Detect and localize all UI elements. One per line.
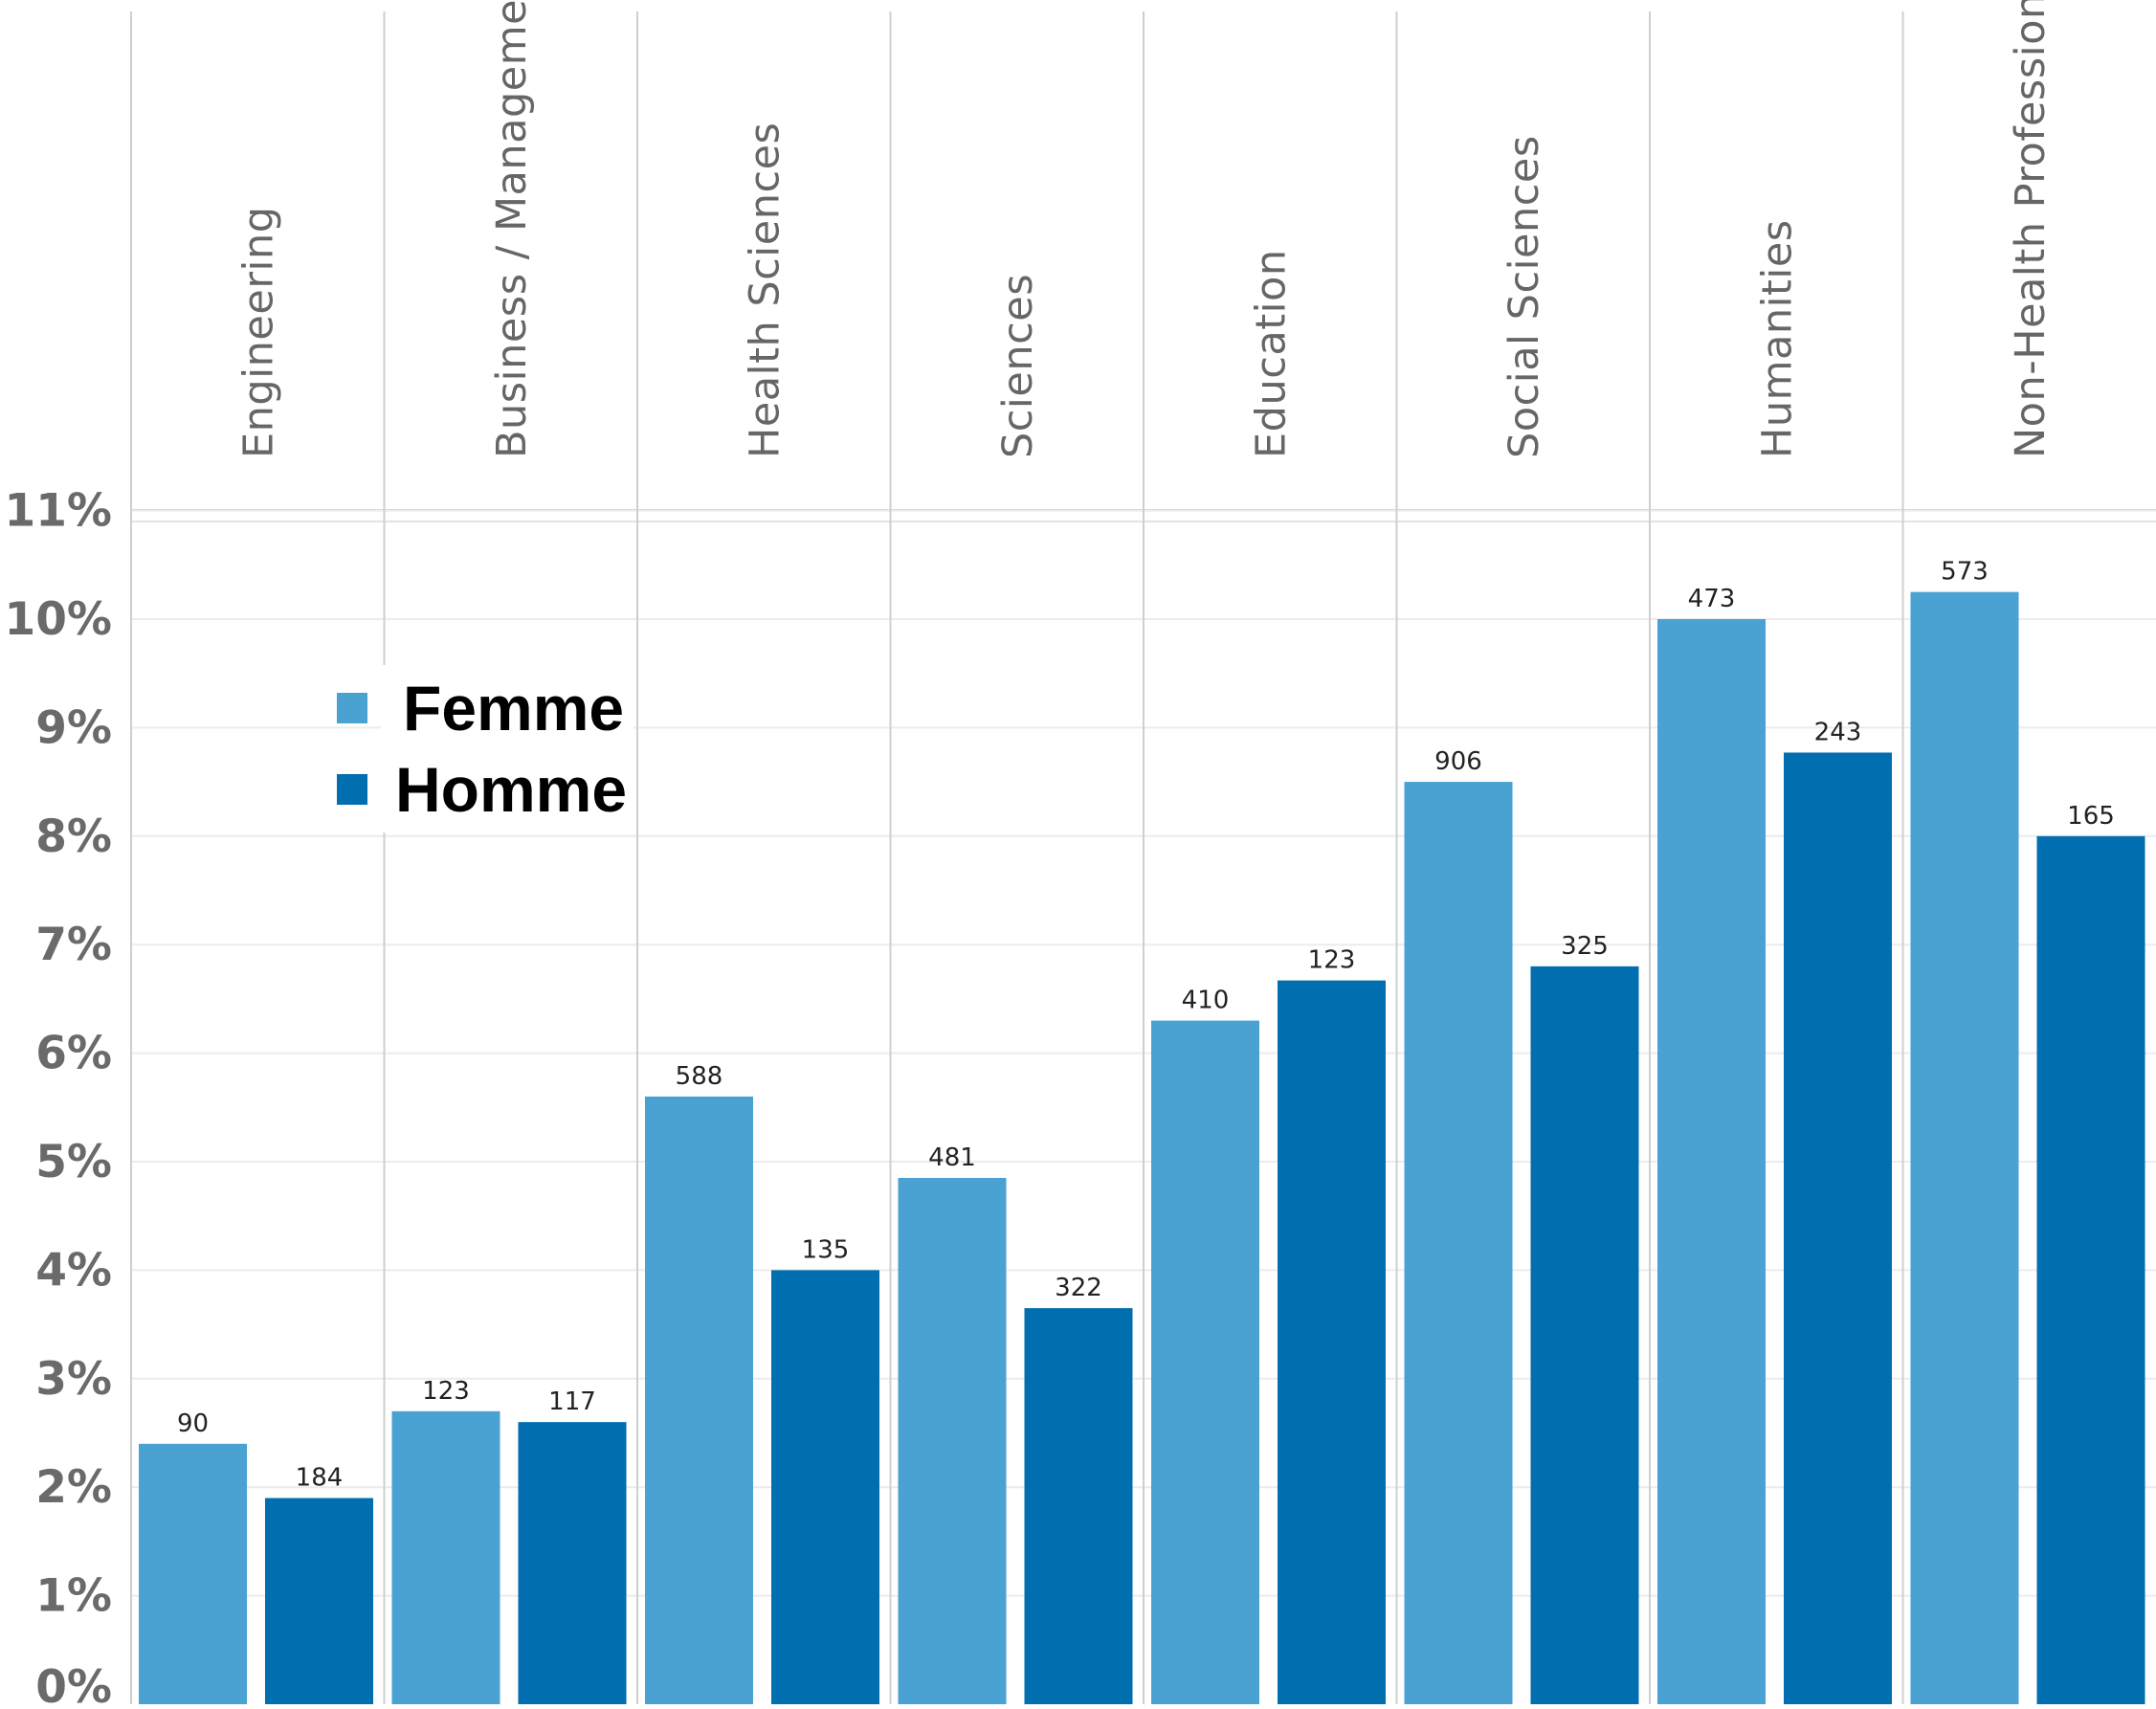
data-label: 481 (928, 1143, 976, 1172)
y-tick-label: 6% (35, 1028, 112, 1080)
legend-swatch-homme (337, 774, 367, 805)
bar-femme (1657, 619, 1766, 1704)
category-label: Sciences (994, 274, 1042, 458)
bar-homme (771, 1270, 879, 1704)
legend-swatch-femme (337, 693, 367, 723)
data-label: 410 (1182, 987, 1230, 1015)
bar-homme (518, 1422, 627, 1704)
legend-label-homme: Homme (395, 754, 627, 825)
y-axis: 0% 1% 2% 3% 4% 5% 6% 7% 8% 9% 10% 11% (5, 485, 113, 1709)
bar-homme (265, 1498, 373, 1704)
y-tick-label: 3% (35, 1353, 112, 1406)
bar-homme (1278, 980, 1386, 1704)
bar-femme (139, 1443, 247, 1704)
legend: Femme Homme (337, 665, 633, 832)
y-tick-label: 5% (35, 1136, 112, 1188)
category-label: Health Sciences (741, 122, 789, 458)
data-label: 123 (1308, 946, 1356, 975)
bar-homme (1784, 752, 1892, 1704)
bar-femme (1910, 591, 2019, 1704)
category-label: Engineering (234, 207, 282, 459)
data-label: 165 (2067, 802, 2115, 831)
y-tick-label: 8% (35, 810, 112, 863)
bar-femme (898, 1178, 1007, 1704)
bar-femme (391, 1410, 500, 1704)
y-tick-label: 1% (35, 1570, 112, 1623)
data-label: 325 (1561, 932, 1609, 961)
data-label: 117 (548, 1387, 596, 1416)
bar-femme (1151, 1020, 1259, 1704)
data-label: 243 (1814, 718, 1862, 746)
category-label: Business / Management (488, 0, 536, 458)
data-label: 184 (296, 1464, 344, 1493)
bars (139, 591, 2145, 1704)
y-tick-label: 9% (35, 701, 112, 754)
legend-background (381, 665, 633, 832)
y-tick-label: 7% (35, 919, 112, 971)
data-label: 135 (802, 1235, 850, 1264)
data-label: 906 (1434, 747, 1482, 776)
bar-homme (2036, 835, 2145, 1704)
bar-femme (1404, 782, 1513, 1704)
category-label: Social Sciences (1500, 135, 1548, 458)
category-labels: Engineering Business / Management Health S… (234, 0, 2055, 458)
data-label: 322 (1055, 1274, 1102, 1302)
bar-homme (1530, 965, 1639, 1704)
category-label: Education (1247, 249, 1295, 458)
category-label: Humanities (1753, 219, 1801, 458)
data-label: 573 (1941, 558, 1989, 587)
category-label: Non-Health Professions (2007, 0, 2055, 458)
category-dividers (130, 11, 1904, 1704)
y-tick-label: 4% (35, 1244, 112, 1297)
y-tick-label: 2% (35, 1461, 112, 1514)
bar-homme (1024, 1308, 1133, 1704)
data-label: 90 (177, 1409, 209, 1438)
data-label: 588 (676, 1062, 723, 1091)
y-tick-label: 10% (5, 593, 113, 646)
y-tick-label: 0% (35, 1661, 112, 1704)
data-label: 123 (422, 1377, 470, 1406)
bar-femme (645, 1096, 753, 1704)
data-label: 473 (1688, 585, 1736, 613)
legend-label-femme: Femme (403, 673, 624, 744)
y-tick-label: 11% (5, 485, 113, 538)
data-labels: 90 184 123 117 588 135 481 322 410 123 906 325 473 24… (177, 558, 2115, 1493)
